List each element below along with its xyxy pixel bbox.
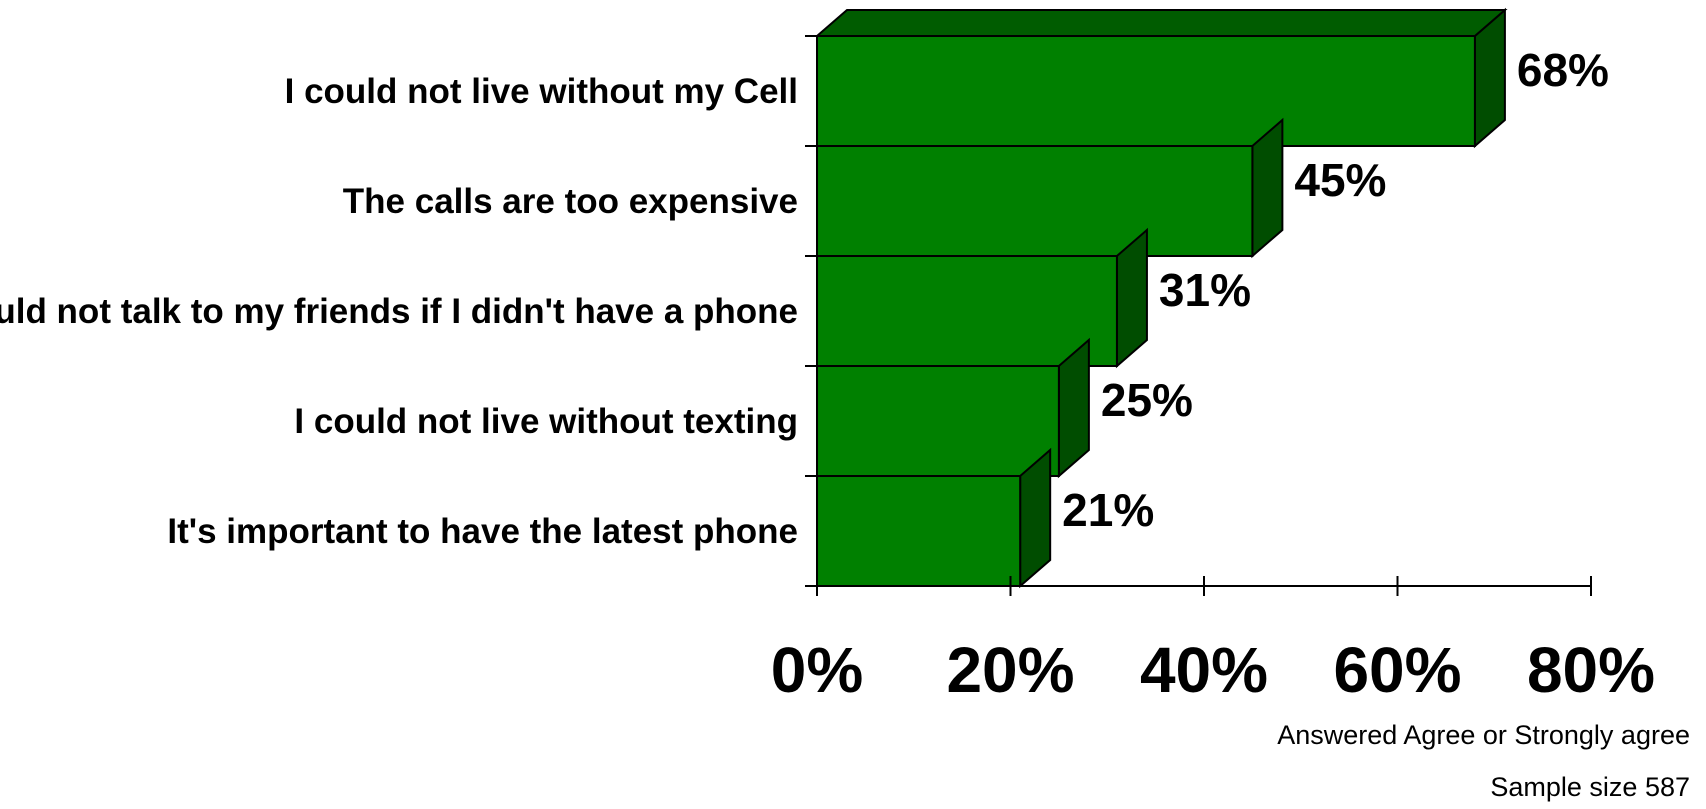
axis-layer: [805, 35, 1592, 596]
category-label: I could not live without my Cell: [285, 72, 798, 111]
x-tick-label: 40%: [1140, 634, 1268, 706]
x-tick-label: 0%: [771, 634, 864, 706]
value-label: 68%: [1517, 44, 1609, 96]
bar: [816, 475, 1022, 587]
category-label: The calls are too expensive: [343, 182, 798, 221]
category-label: It's important to have the latest phone: [167, 512, 798, 551]
value-label: 25%: [1101, 374, 1193, 426]
category-label: I would not talk to my friends if I didn…: [0, 292, 798, 331]
x-tick-label: 60%: [1333, 634, 1461, 706]
x-tick-label: 80%: [1527, 634, 1655, 706]
sample-size-note: Sample size 587: [1490, 772, 1690, 802]
value-label: 31%: [1159, 264, 1251, 316]
bar: [816, 255, 1118, 367]
bar-top-face: [814, 9, 1508, 37]
bar: [816, 365, 1060, 477]
bars-layer: [814, 7, 1508, 589]
answer-basis-note: Answered Agree or Strongly agree: [1277, 720, 1690, 750]
value-label: 45%: [1294, 154, 1386, 206]
category-label: I could not live without texting: [294, 402, 798, 441]
bar: [816, 35, 1476, 147]
bar: [816, 145, 1254, 257]
x-tick-label: 20%: [946, 634, 1074, 706]
value-label: 21%: [1062, 484, 1154, 536]
labels-layer: I could not live without my Cell 68% The c…: [0, 44, 1655, 706]
